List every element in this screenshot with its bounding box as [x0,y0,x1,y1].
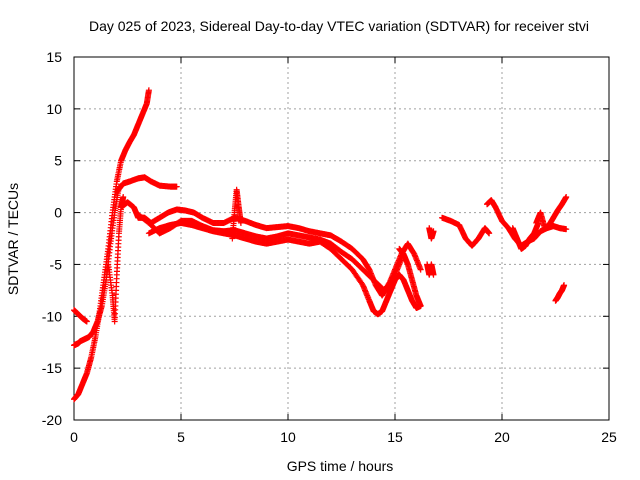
y-tick-label: -15 [42,360,62,376]
series-arc-start-mid [71,307,90,325]
series-arc-22-23 [533,194,570,232]
x-tick-label: 10 [280,429,296,445]
series-arc-start-low [71,183,122,349]
y-axis-label: SDTVAR / TECUs [5,183,21,295]
data-point [563,226,570,233]
data-point [430,228,437,235]
data-points [71,87,570,403]
series-arc-7h-spike [229,186,244,242]
data-point [417,266,424,273]
data-point [83,318,90,325]
axis-ticks: 0 5 10 15 20 25 -20 -15 -10 -5 0 5 10 15 [42,49,617,445]
series-arc-mid-lower [135,211,405,294]
chart-title: Day 025 of 2023, Sidereal Day-to-day VTE… [89,18,589,34]
data-point [120,194,127,201]
y-tick-label: 10 [46,101,62,117]
x-axis-label: GPS time / hours [287,458,394,474]
series-arc-15h-tail [396,245,424,309]
data-point [430,271,437,278]
data-point [486,230,493,237]
data-point [145,87,152,94]
y-tick-label: -20 [42,412,62,428]
data-point [417,302,424,309]
plot-frame [73,56,610,421]
y-tick-label: -10 [42,308,62,324]
series-arc-16h-upper [426,225,437,242]
y-tick-label: 15 [46,49,62,65]
series-arc-16h-points [424,261,437,278]
series-arc-17-21 [439,214,493,249]
x-tick-label: 0 [70,429,78,445]
series-arc-main-top [118,199,424,299]
x-tick-label: 25 [601,429,617,445]
y-tick-label: 5 [54,153,62,169]
y-tick-label: -5 [50,256,63,272]
data-point [563,194,570,201]
series-arc-rising-steep [71,87,152,403]
data-point [561,282,568,289]
data-point [173,183,180,190]
x-tick-label: 5 [177,429,185,445]
y-tick-label: 0 [54,205,62,221]
x-tick-label: 20 [494,429,510,445]
series-arc-mid-upper [113,174,180,195]
series-arc-22-low [552,282,568,304]
data-point [237,219,244,226]
x-tick-label: 15 [387,429,403,445]
